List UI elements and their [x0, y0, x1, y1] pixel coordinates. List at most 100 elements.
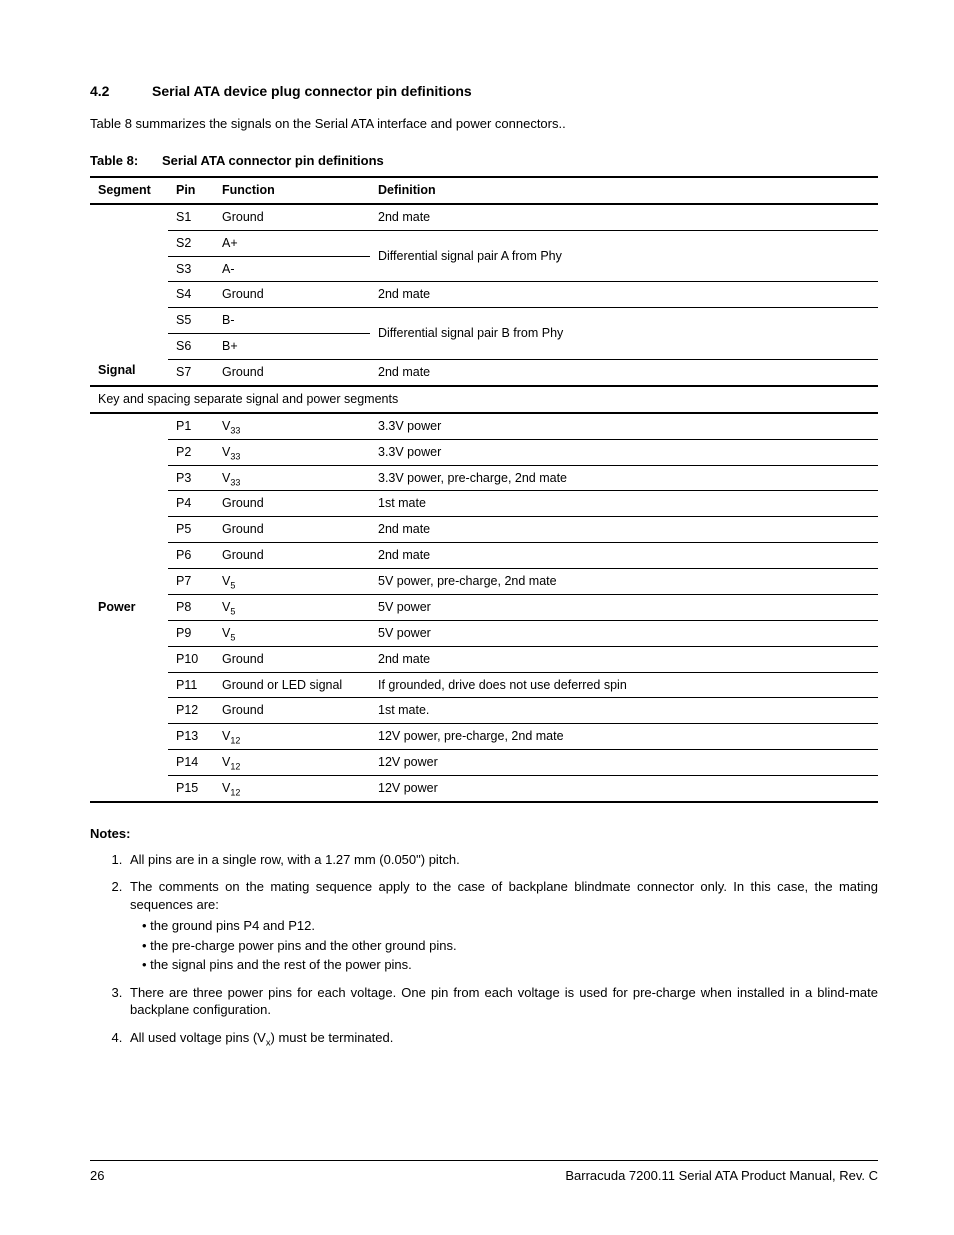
note-sublist: the ground pins P4 and P12. the pre-charg… — [130, 917, 878, 974]
cell-pin: S2 — [168, 230, 214, 256]
page: 4.2Serial ATA device plug connector pin … — [0, 0, 954, 1235]
note-subitem: the pre-charge power pins and the other … — [142, 937, 878, 955]
segment-cell-power: Power — [90, 413, 168, 802]
cell-function: Ground or LED signal — [214, 672, 370, 698]
table-row: S2A+Differential signal pair A from Phy — [90, 230, 878, 256]
table-row: P11Ground or LED signalIf grounded, driv… — [90, 672, 878, 698]
cell-function: A+ — [214, 230, 370, 256]
cell-definition: 2nd mate — [370, 543, 878, 569]
cell-pin: P11 — [168, 672, 214, 698]
cell-function: V33 — [214, 439, 370, 465]
cell-pin: P12 — [168, 698, 214, 724]
cell-pin: P2 — [168, 439, 214, 465]
table-row: P5Ground2nd mate — [90, 517, 878, 543]
cell-pin: P6 — [168, 543, 214, 569]
cell-pin: S4 — [168, 282, 214, 308]
cell-function: Ground — [214, 360, 370, 386]
cell-function: Ground — [214, 543, 370, 569]
cell-function: Ground — [214, 282, 370, 308]
cell-pin: P7 — [168, 569, 214, 595]
section-title: Serial ATA device plug connector pin def… — [152, 83, 472, 99]
note-item: All used voltage pins (Vx) must be termi… — [126, 1029, 878, 1047]
section-heading: 4.2Serial ATA device plug connector pin … — [90, 82, 878, 101]
cell-function: Ground — [214, 517, 370, 543]
cell-function: V12 — [214, 724, 370, 750]
page-footer: 26 Barracuda 7200.11 Serial ATA Product … — [90, 1160, 878, 1185]
cell-function: V5 — [214, 594, 370, 620]
table-row: S4Ground2nd mate — [90, 282, 878, 308]
cell-definition: 1st mate — [370, 491, 878, 517]
intro-paragraph: Table 8 summarizes the signals on the Se… — [90, 115, 878, 133]
cell-pin: S7 — [168, 360, 214, 386]
th-pin: Pin — [168, 177, 214, 204]
cell-pin: P9 — [168, 620, 214, 646]
cell-definition: 2nd mate — [370, 646, 878, 672]
notes-list: All pins are in a single row, with a 1.2… — [90, 851, 878, 1047]
doc-title: Barracuda 7200.11 Serial ATA Product Man… — [565, 1167, 878, 1185]
note-item: All pins are in a single row, with a 1.2… — [126, 851, 878, 869]
table-caption: Table 8:Serial ATA connector pin definit… — [90, 152, 878, 170]
pin-table: Segment Pin Function Definition SignalS1… — [90, 176, 878, 803]
separator-row: Key and spacing separate signal and powe… — [90, 386, 878, 413]
cell-function: V5 — [214, 620, 370, 646]
cell-function: A- — [214, 256, 370, 282]
note-subitem: the signal pins and the rest of the powe… — [142, 956, 878, 974]
cell-function: Ground — [214, 491, 370, 517]
cell-function: V33 — [214, 465, 370, 491]
table-row: P6Ground2nd mate — [90, 543, 878, 569]
cell-function: V5 — [214, 569, 370, 595]
cell-function: V12 — [214, 776, 370, 802]
table-row: P4Ground1st mate — [90, 491, 878, 517]
cell-pin: S1 — [168, 204, 214, 230]
cell-definition: 12V power, pre-charge, 2nd mate — [370, 724, 878, 750]
th-definition: Definition — [370, 177, 878, 204]
cell-function: B+ — [214, 334, 370, 360]
note-item: There are three power pins for each volt… — [126, 984, 878, 1019]
cell-pin: P14 — [168, 750, 214, 776]
table-row: P8V55V power — [90, 594, 878, 620]
cell-pin: P3 — [168, 465, 214, 491]
cell-definition: 2nd mate — [370, 204, 878, 230]
cell-function: Ground — [214, 698, 370, 724]
th-function: Function — [214, 177, 370, 204]
notes-heading: Notes: — [90, 825, 878, 843]
table-row: P14V1212V power — [90, 750, 878, 776]
section-number: 4.2 — [90, 82, 152, 101]
cell-definition: 1st mate. — [370, 698, 878, 724]
cell-pin: P15 — [168, 776, 214, 802]
cell-pin: P4 — [168, 491, 214, 517]
cell-function: Ground — [214, 204, 370, 230]
cell-pin: P13 — [168, 724, 214, 750]
table-row: PowerP1V333.3V power — [90, 413, 878, 439]
table-row: P2V333.3V power — [90, 439, 878, 465]
table-row: SignalS1Ground2nd mate — [90, 204, 878, 230]
cell-definition: 12V power — [370, 776, 878, 802]
table-row: S7Ground2nd mate — [90, 360, 878, 386]
cell-pin: S3 — [168, 256, 214, 282]
cell-pin: S6 — [168, 334, 214, 360]
cell-pin: P1 — [168, 413, 214, 439]
cell-pin: P10 — [168, 646, 214, 672]
cell-definition: 3.3V power, pre-charge, 2nd mate — [370, 465, 878, 491]
table-row: S5B-Differential signal pair B from Phy — [90, 308, 878, 334]
cell-function: V33 — [214, 413, 370, 439]
th-segment: Segment — [90, 177, 168, 204]
cell-definition: 3.3V power — [370, 413, 878, 439]
cell-definition: 5V power — [370, 594, 878, 620]
table-row: P15V1212V power — [90, 776, 878, 802]
table-label: Table 8: — [90, 152, 162, 170]
note-item: The comments on the mating sequence appl… — [126, 878, 878, 974]
cell-definition: If grounded, drive does not use deferred… — [370, 672, 878, 698]
cell-pin: P5 — [168, 517, 214, 543]
cell-function: B- — [214, 308, 370, 334]
cell-definition: 2nd mate — [370, 517, 878, 543]
cell-function: Ground — [214, 646, 370, 672]
note-text: The comments on the mating sequence appl… — [130, 879, 878, 912]
cell-pin: S5 — [168, 308, 214, 334]
table-row: P9V55V power — [90, 620, 878, 646]
table-row: P10Ground2nd mate — [90, 646, 878, 672]
table-row: P13V1212V power, pre-charge, 2nd mate — [90, 724, 878, 750]
page-number: 26 — [90, 1167, 104, 1185]
note-subitem: the ground pins P4 and P12. — [142, 917, 878, 935]
table-row: P12Ground1st mate. — [90, 698, 878, 724]
